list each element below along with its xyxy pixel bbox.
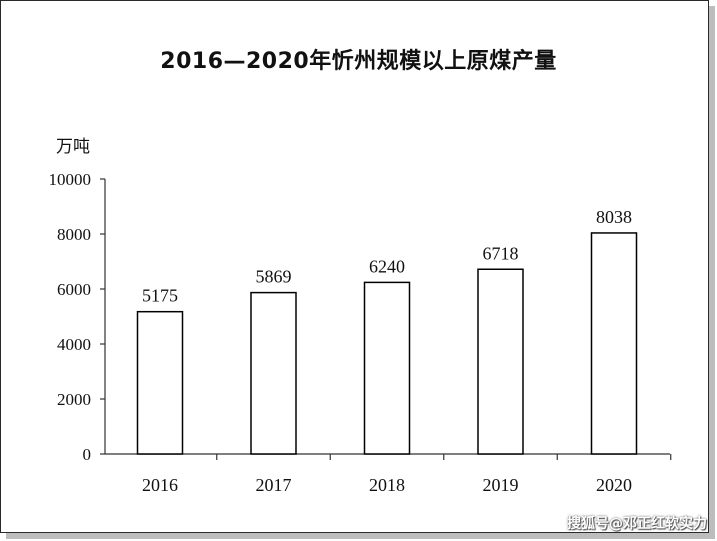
bar-2019 xyxy=(477,268,524,455)
bar-2017 xyxy=(250,291,297,455)
y-unit-label: 万吨 xyxy=(56,137,90,157)
y-tick-label: 6000 xyxy=(57,280,91,299)
y-tick-label: 4000 xyxy=(57,335,91,354)
y-tick-label: 0 xyxy=(83,445,92,464)
y-tick-label: 10000 xyxy=(49,170,92,189)
bar-2016 xyxy=(136,310,184,455)
x-tick-label-2019: 2019 xyxy=(483,475,519,495)
bar-2020 xyxy=(590,232,638,455)
x-tick-label-2016: 2016 xyxy=(142,475,178,495)
tick-labels-group: 0 2000 4000 6000 8000 10000 5175 2016 5869 2017 62… xyxy=(49,170,633,495)
data-label-2020: 8038 xyxy=(596,207,632,227)
x-tick-label-2018: 2018 xyxy=(369,475,405,495)
x-tick-label-2020: 2020 xyxy=(596,475,632,495)
y-tick-label: 2000 xyxy=(57,390,91,409)
x-tick-label-2017: 2017 xyxy=(256,475,292,495)
watermark: 搜狐号@邓正红软实力 xyxy=(567,516,707,532)
data-label-2019: 6718 xyxy=(483,243,519,263)
y-tick-label: 8000 xyxy=(57,225,91,244)
data-label-2018: 6240 xyxy=(369,256,405,276)
bar-2018 xyxy=(363,281,411,455)
data-label-2016: 5175 xyxy=(142,286,178,306)
bars-group xyxy=(136,232,638,455)
data-label-2017: 5869 xyxy=(256,267,292,287)
chart-title: 2016—2020年忻州规模以上原煤产量 xyxy=(160,49,557,74)
